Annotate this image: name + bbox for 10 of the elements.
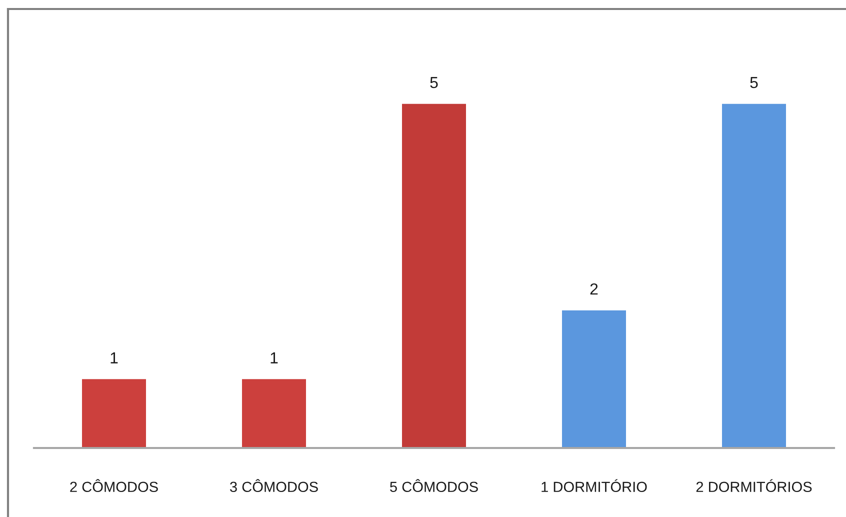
data-label: 5 <box>750 77 758 88</box>
x-tick-label: 5 CÔMODOS <box>390 479 478 492</box>
data-label: 1 <box>270 352 278 364</box>
x-tick-label: 2 DORMITÓRIOS <box>696 479 812 492</box>
data-label: 1 <box>110 352 118 364</box>
data-label: 2 <box>590 283 598 295</box>
x-tick-label: 1 DORMITÓRIO <box>542 479 647 492</box>
x-tick-label: 3 CÔMODOS <box>230 479 318 492</box>
x-tick-label: 2 CÔMODOS <box>70 479 158 492</box>
data-label: 5 <box>430 77 438 88</box>
